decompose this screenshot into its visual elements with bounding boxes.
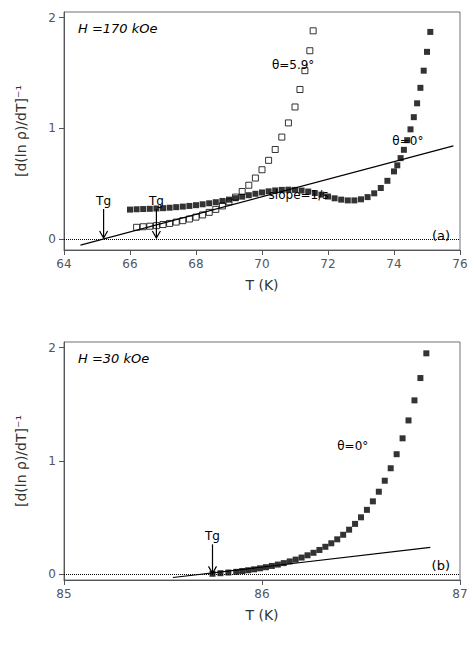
- svg-text:2: 2: [48, 341, 56, 355]
- svg-text:[d(ln ρ)/dT]⁻¹: [d(ln ρ)/dT]⁻¹: [13, 415, 29, 507]
- svg-text:T (K): T (K): [244, 607, 278, 623]
- svg-text:H =30 kOe: H =30 kOe: [78, 351, 149, 366]
- svg-text:85: 85: [56, 587, 71, 601]
- svg-text:72: 72: [320, 257, 335, 271]
- svg-text:86: 86: [254, 587, 269, 601]
- svg-text:H =170 kOe: H =170 kOe: [78, 21, 158, 36]
- svg-text:66: 66: [122, 257, 137, 271]
- svg-text:Tg: Tg: [204, 529, 220, 543]
- svg-text:2: 2: [48, 11, 56, 25]
- svg-text:θ=0°: θ=0°: [392, 134, 423, 148]
- svg-text:74: 74: [386, 257, 401, 271]
- svg-text:64: 64: [56, 257, 71, 271]
- svg-text:87: 87: [452, 587, 467, 601]
- svg-text:[d(ln ρ)/dT]⁻¹: [d(ln ρ)/dT]⁻¹: [13, 85, 29, 177]
- svg-text:slope=1/s: slope=1/s: [269, 188, 329, 202]
- svg-text:θ=0°: θ=0°: [337, 439, 368, 453]
- svg-text:Tg: Tg: [95, 194, 111, 208]
- svg-text:76: 76: [452, 257, 467, 271]
- svg-text:T (K): T (K): [244, 277, 278, 293]
- svg-text:68: 68: [188, 257, 203, 271]
- svg-text:0: 0: [48, 232, 56, 246]
- svg-text:θ=5.9°: θ=5.9°: [272, 58, 314, 72]
- svg-text:0: 0: [48, 567, 56, 581]
- svg-text:1: 1: [48, 121, 56, 135]
- svg-text:1: 1: [48, 454, 56, 468]
- svg-text:(a): (a): [432, 228, 450, 243]
- svg-text:(b): (b): [432, 558, 450, 573]
- svg-text:70: 70: [254, 257, 269, 271]
- svg-text:Tg: Tg: [148, 194, 164, 208]
